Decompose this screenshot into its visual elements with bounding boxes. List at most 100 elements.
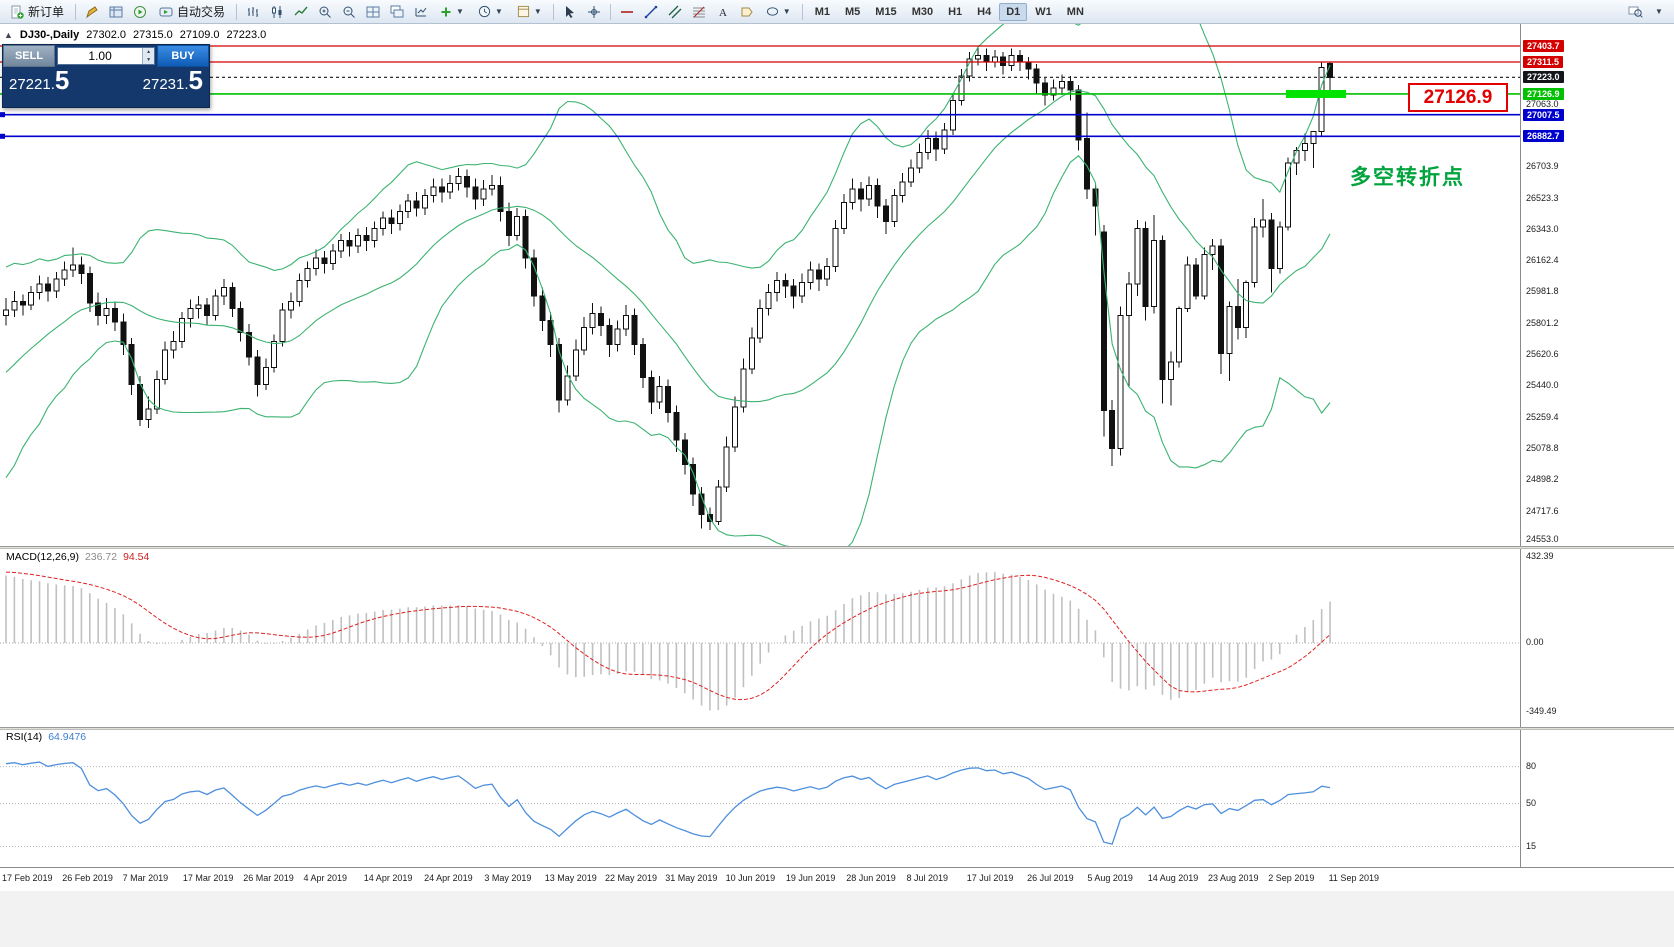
bollinger-upper[interactable] <box>5 0 1331 271</box>
auto-trading-label: 自动交易 <box>177 5 226 19</box>
candle <box>313 257 320 269</box>
toolbar-separator <box>609 3 611 20</box>
timeframe-button-m5[interactable]: M5 <box>838 3 867 21</box>
collapse-panel-icon[interactable]: ▲ <box>4 30 13 40</box>
candle <box>1226 306 1233 354</box>
bollinger-middle[interactable] <box>5 89 1331 403</box>
timeframe-button-m1[interactable]: M1 <box>808 3 837 21</box>
date-label: 14 Aug 2019 <box>1147 873 1199 883</box>
volume-up-button[interactable]: ▲ <box>143 48 154 56</box>
candle <box>1100 231 1107 412</box>
candle <box>882 205 889 223</box>
line-chart-type-button[interactable] <box>290 2 312 22</box>
price-tick-label: 25259.4 <box>1526 411 1559 422</box>
pane-separator[interactable] <box>0 546 1674 549</box>
one-click-trading-panel: SELL ▲ ▼ BUY 27221.5 27231.5 <box>2 44 210 108</box>
candle <box>61 269 68 280</box>
timeframe-button-m30[interactable]: M30 <box>905 3 940 21</box>
candle <box>514 215 521 237</box>
toolbar-overflow-button[interactable]: ▼ <box>1648 2 1670 22</box>
market-watch-icon-button[interactable] <box>105 2 127 22</box>
candle <box>371 228 378 242</box>
candle <box>279 309 286 342</box>
zoom-out-button[interactable] <box>338 2 360 22</box>
templates-dropdown-button[interactable]: ▼ <box>511 2 548 22</box>
search-button[interactable] <box>1624 2 1646 22</box>
trendline-icon <box>644 5 658 18</box>
date-label: 4 Apr 2019 <box>303 873 348 883</box>
cursor-tool-button[interactable] <box>559 2 581 22</box>
crosshair-icon <box>587 5 600 18</box>
shapes-dropdown-button[interactable]: ▼ <box>760 2 797 22</box>
price-tick-label: 50 <box>1526 797 1537 808</box>
add-indicator-button[interactable]: ▼ <box>434 2 470 22</box>
pane-background <box>0 730 1520 867</box>
text-tool-button[interactable]: A <box>712 2 734 22</box>
bar-chart-type-button[interactable] <box>242 2 264 22</box>
new-order-button[interactable]: 新订单 <box>4 2 70 22</box>
candle <box>631 314 638 346</box>
price-axis[interactable]: 27063.0 26703.9 26523.3 26343.0 26162.4 25981… <box>1520 24 1674 867</box>
refresh-icon-button[interactable] <box>129 2 151 22</box>
volume-down-button[interactable]: ▼ <box>143 56 154 64</box>
candle <box>346 240 353 247</box>
candle <box>765 292 772 309</box>
candle <box>447 183 454 193</box>
period-dropdown-button[interactable]: ▼ <box>472 2 509 22</box>
price-line-badge: 27007.5 <box>1523 108 1564 121</box>
play-circle-icon <box>134 5 147 18</box>
timeframe-button-h4[interactable]: H4 <box>970 3 998 21</box>
timeframe-button-w1[interactable]: W1 <box>1028 3 1059 21</box>
main-pane[interactable] <box>0 0 1520 554</box>
line-handle[interactable] <box>0 133 5 139</box>
buy-price[interactable]: 27231.5 <box>142 65 203 95</box>
arrange-windows-button[interactable] <box>386 2 408 22</box>
chart-canvas[interactable] <box>0 0 1520 947</box>
macd-pane[interactable] <box>0 571 1520 711</box>
sell-button[interactable]: SELL <box>3 45 55 67</box>
crosshair-tool-button[interactable] <box>583 2 605 22</box>
timeframe-button-m15[interactable]: M15 <box>868 3 903 21</box>
sell-price[interactable]: 27221.5 <box>9 65 70 95</box>
macd-signal-line <box>5 571 1331 701</box>
candle <box>363 235 370 242</box>
timeframe-button-h1[interactable]: H1 <box>941 3 969 21</box>
zoom-in-button[interactable] <box>314 2 336 22</box>
date-label: 22 May 2019 <box>605 873 658 883</box>
toolbar-separator <box>801 3 803 20</box>
buy-button[interactable]: BUY <box>157 45 209 67</box>
auto-trading-button[interactable]: 自动交易 <box>153 2 231 22</box>
chart-shift-button[interactable] <box>410 2 432 22</box>
pane-separator[interactable] <box>0 727 1674 730</box>
candle <box>757 307 764 339</box>
chart-annotation-text[interactable]: 多空转折点 <box>1350 166 1465 189</box>
candle <box>497 184 504 212</box>
candle <box>44 283 51 292</box>
fibonacci-tool-button[interactable] <box>688 2 710 22</box>
rsi-pane[interactable] <box>0 761 1520 848</box>
candle <box>1092 188 1099 207</box>
channel-tool-button[interactable] <box>664 2 686 22</box>
hline-tool-button[interactable] <box>616 2 638 22</box>
timeframe-button-mn[interactable]: MN <box>1060 3 1091 21</box>
pencil-tool-icon[interactable] <box>81 2 103 22</box>
trendline-tool-button[interactable] <box>640 2 662 22</box>
time-axis[interactable]: 17 Feb 2019 26 Feb 2019 7 Mar 2019 17 Mar 2… <box>0 867 1674 891</box>
label-tool-button[interactable] <box>736 2 758 22</box>
timeframe-button-d1[interactable]: D1 <box>999 2 1028 21</box>
bollinger-lower[interactable] <box>5 155 1331 554</box>
date-label: 7 Mar 2019 <box>122 873 169 883</box>
tile-windows-button[interactable] <box>362 2 384 22</box>
candle <box>1176 307 1183 363</box>
template-icon <box>517 5 529 18</box>
candle <box>489 184 496 190</box>
candle <box>715 486 722 523</box>
price-highlight-label[interactable]: 27126.9 <box>1408 83 1508 112</box>
clock-icon <box>478 5 491 18</box>
date-label: 17 Jul 2019 <box>966 873 1014 883</box>
line-handle[interactable] <box>0 112 5 118</box>
highlight-bar[interactable] <box>1286 89 1346 98</box>
candle <box>170 340 177 351</box>
candlestick-type-button[interactable] <box>266 2 288 22</box>
volume-input[interactable] <box>58 48 143 64</box>
